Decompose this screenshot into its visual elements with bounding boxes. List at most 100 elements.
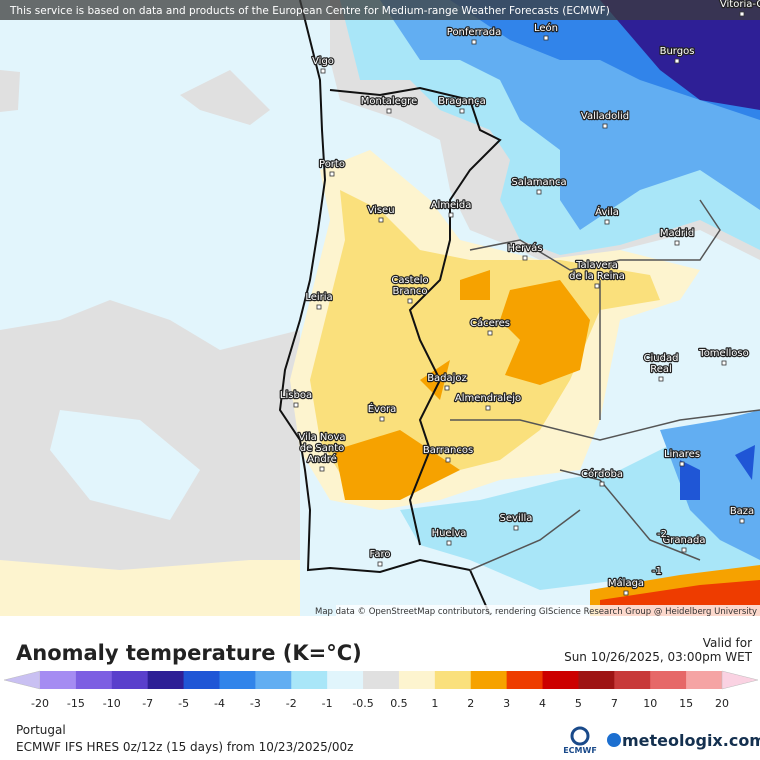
- city-marker: [739, 518, 745, 524]
- valid-time: Sun 10/26/2025, 03:00pm WET: [564, 650, 753, 664]
- city-label: Bragança: [438, 96, 486, 107]
- city-label: Branco: [392, 286, 427, 297]
- scale-bin: [506, 671, 544, 689]
- city-marker: [293, 402, 299, 408]
- brand[interactable]: meteologix.com: [622, 731, 760, 750]
- scale-bin: [147, 671, 185, 689]
- scale-bin: [578, 671, 615, 689]
- ecmwf-logo-icon: [570, 726, 590, 746]
- scale-tick-label: -2: [286, 697, 297, 710]
- city-label: Salamanca: [511, 177, 566, 188]
- scale-bin: [40, 671, 77, 689]
- legend-title: Anomaly temperature (K=°C): [16, 641, 362, 665]
- city-marker: [320, 68, 326, 74]
- scale-tick-label: -10: [103, 697, 121, 710]
- city-label: Almendralejo: [455, 393, 521, 404]
- contour-label: -2: [657, 529, 667, 540]
- scale-bin: [363, 671, 400, 689]
- city-marker: [543, 35, 549, 41]
- city-label: Ciudad: [644, 353, 679, 364]
- city-marker: [444, 385, 450, 391]
- city-label: Badajoz: [427, 373, 467, 384]
- city-label: Granada: [663, 535, 706, 546]
- city-marker: [604, 219, 610, 225]
- city-label: Leiria: [305, 292, 332, 303]
- city-marker: [594, 283, 600, 289]
- banner-background: [0, 0, 760, 20]
- scale-bin: [542, 671, 579, 689]
- city-label: Sevilla: [500, 513, 533, 524]
- city-marker: [377, 561, 383, 567]
- city-labels: Vitoria-G Ponferrada León Burgos Vigo Montale…: [279, 0, 760, 596]
- scale-tick-label: -4: [214, 697, 225, 710]
- city-marker: [522, 255, 528, 261]
- city-marker: [536, 189, 542, 195]
- city-marker: [739, 11, 745, 17]
- scale-tick-label: 7: [611, 697, 618, 710]
- city-label: de Santo: [300, 443, 345, 454]
- city-label: Barrancos: [423, 445, 473, 456]
- scale-tick-label: 15: [679, 697, 693, 710]
- city-label: Real: [650, 364, 672, 375]
- city-marker: [329, 171, 335, 177]
- scale-tick-label: 0.5: [390, 697, 408, 710]
- city-label: Vitoria-G: [720, 0, 760, 10]
- scale-arrow-right: [721, 670, 759, 690]
- city-marker: [319, 466, 325, 472]
- scale-bin: [686, 671, 723, 689]
- scale-tick-label: -5: [178, 697, 189, 710]
- city-label: Évora: [368, 402, 397, 415]
- city-label: André: [307, 453, 337, 465]
- city-label: Vila Nova: [298, 432, 345, 443]
- scale-tick-label: 2: [467, 697, 474, 710]
- scale-tick-label: 5: [575, 697, 582, 710]
- borders: [278, 0, 760, 616]
- city-marker: [386, 108, 392, 114]
- city-marker: [316, 304, 322, 310]
- city-label: Baza: [730, 506, 754, 517]
- city-marker: [679, 461, 685, 467]
- scale-tick-label: -3: [250, 697, 261, 710]
- scale-bin: [470, 671, 508, 689]
- city-label: Viseu: [367, 205, 394, 216]
- city-label: Faro: [370, 549, 391, 560]
- city-marker: [445, 457, 451, 463]
- city-marker: [623, 590, 629, 596]
- attribution: Map data © OpenStreetMap contributors, r…: [315, 607, 757, 617]
- scale-bin: [614, 671, 651, 689]
- city-marker: [448, 212, 454, 218]
- city-label: Huelva: [432, 528, 467, 539]
- city-label: Vigo: [312, 56, 334, 67]
- city-label: Linares: [664, 449, 700, 460]
- city-marker: [378, 217, 384, 223]
- banner: This service is based on data and produc…: [9, 5, 610, 17]
- scale-tick-label: -7: [142, 697, 153, 710]
- city-label: Burgos: [660, 46, 695, 57]
- city-marker: [459, 108, 465, 114]
- city-label: León: [534, 22, 558, 34]
- scale-tick-label: -0.5: [352, 697, 373, 710]
- city-label: Tomelloso: [698, 348, 748, 359]
- scale-bin: [75, 671, 113, 689]
- city-marker: [599, 481, 605, 487]
- city-label: Valladolid: [581, 111, 629, 122]
- city-marker: [681, 547, 687, 553]
- city-marker: [674, 58, 680, 64]
- city-label: Porto: [319, 159, 345, 170]
- city-label: Hervás: [507, 242, 542, 254]
- attribution-background: [336, 605, 760, 616]
- contour-label: -1: [652, 566, 662, 577]
- city-label: Lisboa: [280, 390, 312, 401]
- region: Portugal: [16, 723, 66, 737]
- city-marker: [407, 298, 413, 304]
- scale-tick-label: 3: [503, 697, 510, 710]
- scale-tick-label: 1: [431, 697, 438, 710]
- city-label: Castelo: [391, 275, 428, 286]
- scale-bin: [650, 671, 687, 689]
- ecmwf-logo: ECMWF: [563, 746, 597, 755]
- scale-bin: [434, 671, 472, 689]
- city-label: Almeida: [431, 200, 472, 211]
- scale-bin: [291, 671, 328, 689]
- city-label: Ávila: [595, 205, 619, 218]
- city-marker: [446, 540, 452, 546]
